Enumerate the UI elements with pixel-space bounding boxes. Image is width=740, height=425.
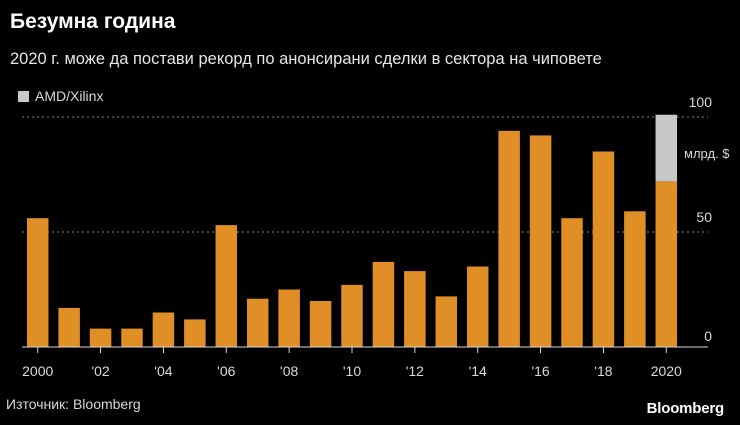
bar-2013: [435, 296, 458, 347]
bar-2002: [89, 328, 112, 347]
x-tick-label-2010: '10: [343, 363, 361, 379]
bar-2014: [466, 266, 489, 347]
bar-2001: [58, 307, 80, 347]
bloomberg-logo: Bloomberg: [646, 400, 725, 417]
x-tick-label-2004: '04: [154, 363, 172, 379]
x-tick-label-2020: 2020: [651, 363, 682, 379]
source-note: Източник: Bloomberg: [6, 396, 141, 412]
x-tick-label-2016: '16: [531, 363, 549, 379]
x-tick-label-2014: '14: [469, 363, 487, 379]
bar-2004: [152, 312, 175, 347]
y-unit-label: млрд. $: [684, 146, 730, 161]
bar-2005: [184, 319, 206, 347]
chart-title: Безумна година: [10, 10, 176, 33]
chart-subtitle: 2020 г. може да постави рекорд по анонси…: [10, 50, 602, 68]
bar-2006: [215, 225, 238, 347]
x-tick-label-2018: '18: [594, 363, 612, 379]
bar-2015: [498, 130, 520, 347]
bar-2020: [655, 181, 678, 347]
bar-2008: [278, 289, 300, 347]
x-tick-label-2000: 2000: [22, 363, 53, 379]
y-tick-label-100: 100: [689, 94, 713, 110]
bars: [26, 114, 678, 347]
x-tick-label-2006: '06: [217, 363, 235, 379]
x-tick-label-2002: '02: [91, 363, 109, 379]
x-tick-label-2008: '08: [280, 363, 298, 379]
bar-2019: [624, 211, 646, 347]
y-tick-label-50: 50: [696, 209, 712, 225]
bar-2011: [372, 261, 395, 347]
legend-swatch: [18, 90, 29, 102]
x-tick-label-2012: '12: [406, 363, 424, 379]
legend-label: AMD/Xilinx: [35, 88, 104, 104]
bar-2010: [341, 284, 363, 347]
bar-2009: [309, 301, 332, 347]
bar-2007: [246, 298, 269, 347]
bar-2016: [529, 135, 552, 347]
axes: 0 50 100 млрд. $ 2000 '02 '04 '06 '08 '10 '12 '14 '1…: [22, 94, 730, 379]
bar-2020-amd-xilinx: [655, 114, 678, 182]
bar-2000: [26, 218, 49, 347]
y-tick-label-0: 0: [704, 328, 712, 344]
bar-2018: [592, 151, 615, 347]
legend: AMD/Xilinx: [18, 88, 103, 104]
bar-2012: [404, 271, 426, 347]
bar-2003: [121, 328, 143, 347]
bar-2017: [561, 218, 583, 347]
